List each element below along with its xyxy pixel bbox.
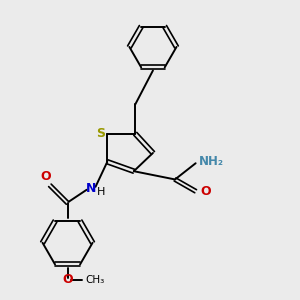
Text: O: O <box>62 273 73 286</box>
Text: CH₃: CH₃ <box>85 274 104 285</box>
Text: H: H <box>97 187 106 197</box>
Text: S: S <box>96 127 105 140</box>
Text: N: N <box>86 182 96 195</box>
Text: NH₂: NH₂ <box>199 155 224 168</box>
Text: O: O <box>200 185 211 198</box>
Text: O: O <box>40 170 51 183</box>
